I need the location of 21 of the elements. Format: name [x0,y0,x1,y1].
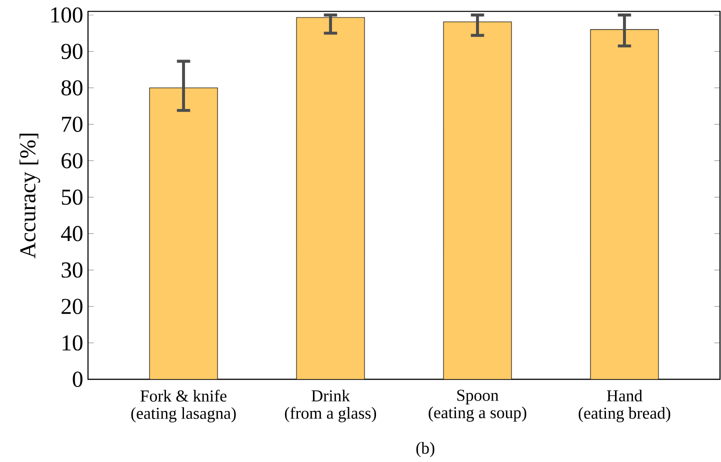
bar [590,29,659,380]
x-tick-label: Spoon (eating a soup) [428,390,526,422]
y-tick-label: 100 [51,8,82,23]
y-tick-label: 90 [61,44,82,60]
x-tick-label: Fork & knife (eating lasagna) [131,390,236,423]
bar [296,17,365,380]
y-tick-label: 40 [61,226,82,242]
x-tick-label: Drink (from a glass) [284,390,376,422]
y-tick-label: 70 [62,116,82,132]
y-tick-label: 50 [62,190,82,206]
y-axis-title: Accuracy [%] [20,134,40,259]
y-tick-label: 0 [72,372,82,388]
bar [149,88,218,380]
text: (b) [416,442,434,458]
y-tick-label: 80 [61,80,82,96]
x-tick-label: Hand (eating bread) [578,390,670,422]
y-tick-label: 60 [62,153,82,169]
bar [443,22,512,380]
y-tick-label: 20 [62,299,82,314]
y-tick-label: 10 [62,335,82,351]
y-tick-label: 30 [62,262,82,278]
